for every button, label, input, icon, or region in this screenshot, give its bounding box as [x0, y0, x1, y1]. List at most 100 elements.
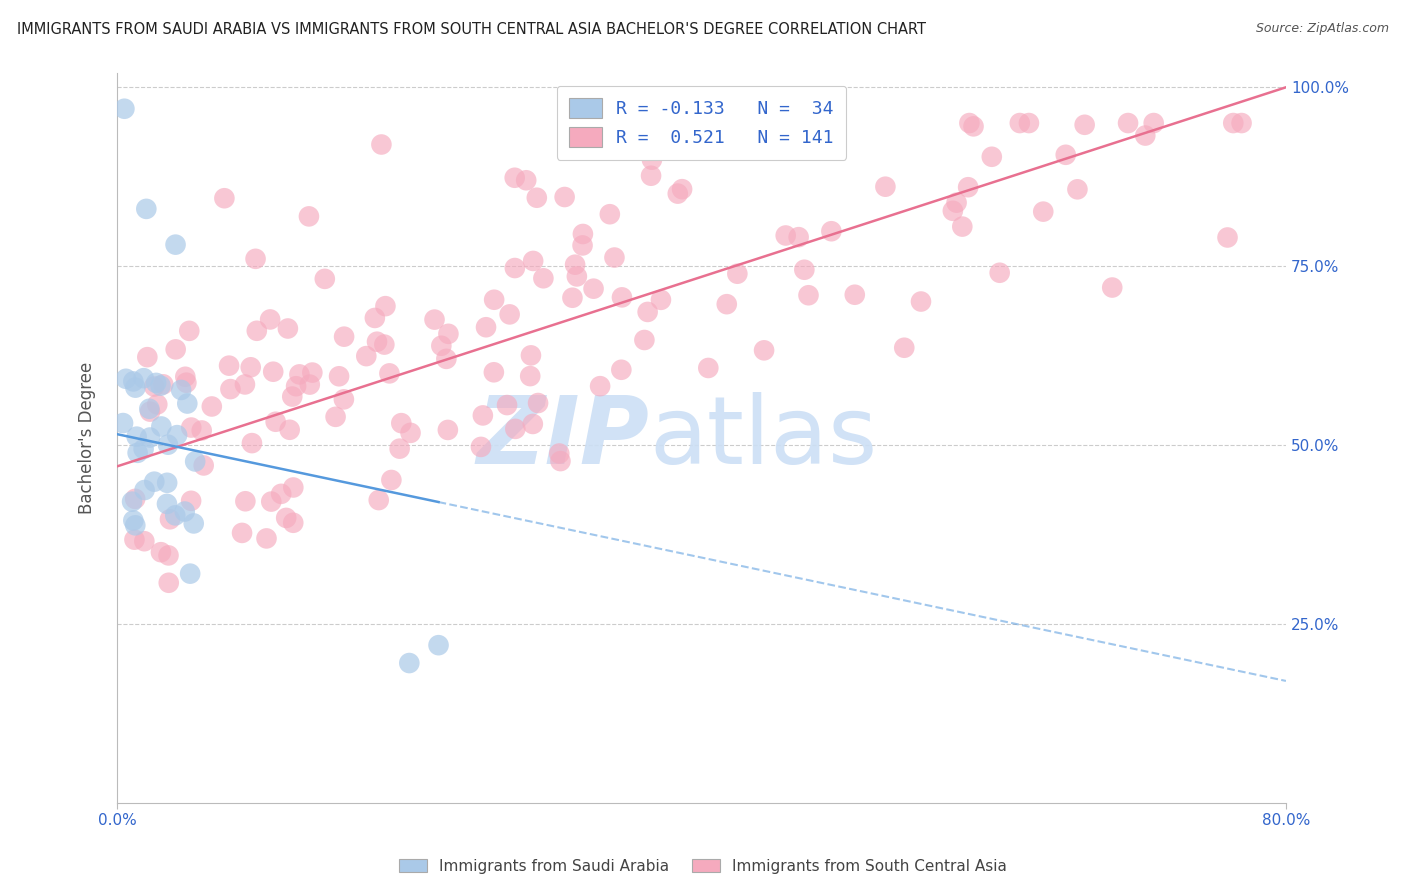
- Point: [775, 228, 797, 243]
- Point: [180, 420, 202, 434]
- Point: [725, 267, 748, 281]
- Point: [430, 339, 453, 353]
- Point: [170, 383, 193, 397]
- Point: [427, 638, 450, 652]
- Point: [124, 533, 146, 547]
- Point: [132, 371, 155, 385]
- Point: [787, 230, 810, 244]
- Point: [380, 473, 402, 487]
- Point: [156, 497, 179, 511]
- Point: [165, 237, 187, 252]
- Point: [145, 376, 167, 390]
- Point: [193, 458, 215, 473]
- Point: [180, 493, 202, 508]
- Point: [165, 343, 187, 357]
- Point: [1216, 230, 1239, 244]
- Point: [157, 549, 180, 563]
- Point: [1135, 128, 1157, 143]
- Point: [388, 442, 411, 456]
- Point: [264, 415, 287, 429]
- Point: [572, 227, 595, 241]
- Point: [637, 305, 659, 319]
- Point: [183, 516, 205, 531]
- Point: [184, 454, 207, 468]
- Point: [149, 545, 172, 559]
- Point: [589, 379, 612, 393]
- Point: [127, 446, 149, 460]
- Point: [503, 170, 526, 185]
- Point: [957, 180, 980, 194]
- Point: [650, 293, 672, 307]
- Point: [565, 269, 588, 284]
- Point: [364, 310, 387, 325]
- Point: [259, 312, 281, 326]
- Point: [582, 282, 605, 296]
- Point: [270, 487, 292, 501]
- Point: [1008, 116, 1031, 130]
- Point: [231, 525, 253, 540]
- Point: [942, 203, 965, 218]
- Point: [166, 428, 188, 442]
- Point: [333, 329, 356, 343]
- Point: [314, 272, 336, 286]
- Point: [633, 333, 655, 347]
- Point: [152, 377, 174, 392]
- Point: [233, 377, 256, 392]
- Point: [498, 307, 520, 321]
- Point: [399, 425, 422, 440]
- Point: [962, 120, 984, 134]
- Point: [496, 398, 519, 412]
- Point: [434, 351, 457, 366]
- Point: [554, 190, 576, 204]
- Point: [150, 419, 173, 434]
- Point: [437, 326, 460, 341]
- Point: [124, 381, 146, 395]
- Point: [246, 324, 269, 338]
- Point: [143, 475, 166, 489]
- Point: [301, 366, 323, 380]
- Point: [1230, 116, 1253, 130]
- Point: [522, 254, 544, 268]
- Point: [276, 511, 298, 525]
- Point: [1032, 204, 1054, 219]
- Point: [201, 400, 224, 414]
- Point: [245, 252, 267, 266]
- Point: [515, 173, 537, 187]
- Point: [356, 349, 378, 363]
- Point: [945, 195, 967, 210]
- Point: [910, 294, 932, 309]
- Point: [112, 416, 135, 430]
- Point: [820, 224, 842, 238]
- Point: [522, 417, 544, 431]
- Point: [138, 401, 160, 416]
- Point: [125, 430, 148, 444]
- Point: [176, 376, 198, 390]
- Point: [437, 423, 460, 437]
- Point: [1073, 118, 1095, 132]
- Point: [548, 446, 571, 460]
- Point: [139, 404, 162, 418]
- Point: [641, 153, 664, 167]
- Point: [174, 369, 197, 384]
- Point: [214, 191, 236, 205]
- Point: [156, 438, 179, 452]
- Point: [797, 288, 820, 302]
- Point: [112, 102, 135, 116]
- Point: [603, 251, 626, 265]
- Point: [519, 369, 541, 384]
- Point: [389, 416, 412, 430]
- Point: [610, 363, 633, 377]
- Point: [149, 378, 172, 392]
- Point: [190, 424, 212, 438]
- Point: [526, 191, 548, 205]
- Point: [716, 297, 738, 311]
- Point: [146, 397, 169, 411]
- Point: [219, 382, 242, 396]
- Point: [1018, 116, 1040, 130]
- Point: [671, 182, 693, 196]
- Point: [398, 656, 420, 670]
- Point: [505, 422, 527, 436]
- Point: [423, 312, 446, 326]
- Point: [179, 324, 201, 338]
- Point: [1101, 280, 1123, 294]
